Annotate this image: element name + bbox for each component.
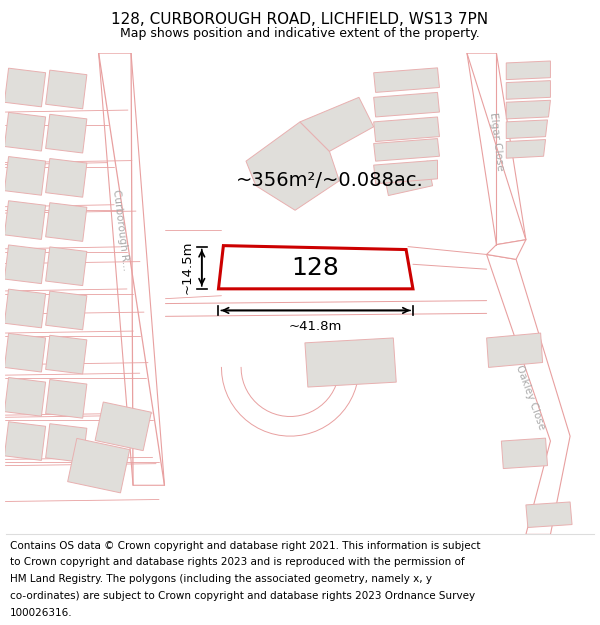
Polygon shape <box>374 92 439 117</box>
Text: Oakley Close: Oakley Close <box>514 363 547 431</box>
Polygon shape <box>4 68 46 107</box>
Polygon shape <box>487 240 526 259</box>
Polygon shape <box>383 161 433 196</box>
Polygon shape <box>487 333 542 367</box>
Polygon shape <box>46 247 87 286</box>
Text: ~14.5m: ~14.5m <box>181 241 194 294</box>
Polygon shape <box>4 378 46 416</box>
Polygon shape <box>4 245 46 284</box>
Polygon shape <box>98 53 164 485</box>
Polygon shape <box>46 291 87 330</box>
Polygon shape <box>374 68 439 92</box>
Polygon shape <box>487 254 570 534</box>
Polygon shape <box>4 112 46 151</box>
Polygon shape <box>502 438 548 469</box>
Polygon shape <box>506 139 545 158</box>
Polygon shape <box>46 379 87 418</box>
Text: Contains OS data © Crown copyright and database right 2021. This information is : Contains OS data © Crown copyright and d… <box>10 541 481 551</box>
Polygon shape <box>506 120 548 139</box>
Polygon shape <box>4 156 46 195</box>
Text: ~356m²/~0.088ac.: ~356m²/~0.088ac. <box>236 171 424 190</box>
Polygon shape <box>4 289 46 328</box>
Text: Map shows position and indicative extent of the property.: Map shows position and indicative extent… <box>120 27 480 40</box>
Polygon shape <box>95 402 151 451</box>
Polygon shape <box>305 338 396 387</box>
Polygon shape <box>467 53 526 244</box>
Polygon shape <box>46 202 87 241</box>
Polygon shape <box>374 160 437 184</box>
Polygon shape <box>46 335 87 374</box>
Polygon shape <box>300 98 374 151</box>
Polygon shape <box>46 114 87 153</box>
Text: ~41.8m: ~41.8m <box>289 320 343 333</box>
Polygon shape <box>4 333 46 372</box>
Polygon shape <box>506 61 550 79</box>
Polygon shape <box>526 502 572 528</box>
Polygon shape <box>68 438 130 493</box>
Text: to Crown copyright and database rights 2023 and is reproduced with the permissio: to Crown copyright and database rights 2… <box>10 558 465 568</box>
Polygon shape <box>506 100 550 119</box>
Polygon shape <box>4 422 46 461</box>
Polygon shape <box>506 81 550 99</box>
Text: HM Land Registry. The polygons (including the associated geometry, namely x, y: HM Land Registry. The polygons (includin… <box>10 574 432 584</box>
Polygon shape <box>46 70 87 109</box>
Text: 128: 128 <box>291 256 339 280</box>
Text: 128, CURBOROUGH ROAD, LICHFIELD, WS13 7PN: 128, CURBOROUGH ROAD, LICHFIELD, WS13 7P… <box>112 12 488 27</box>
Polygon shape <box>218 246 413 289</box>
Text: 100026316.: 100026316. <box>10 608 73 618</box>
Text: co-ordinates) are subject to Crown copyright and database rights 2023 Ordnance S: co-ordinates) are subject to Crown copyr… <box>10 591 475 601</box>
Polygon shape <box>374 139 439 161</box>
Polygon shape <box>374 117 439 141</box>
Text: Elgar Close: Elgar Close <box>488 112 505 171</box>
Polygon shape <box>46 159 87 198</box>
Text: Curborough R...: Curborough R... <box>111 189 131 271</box>
Polygon shape <box>46 424 87 462</box>
Polygon shape <box>246 122 339 210</box>
Polygon shape <box>4 201 46 239</box>
